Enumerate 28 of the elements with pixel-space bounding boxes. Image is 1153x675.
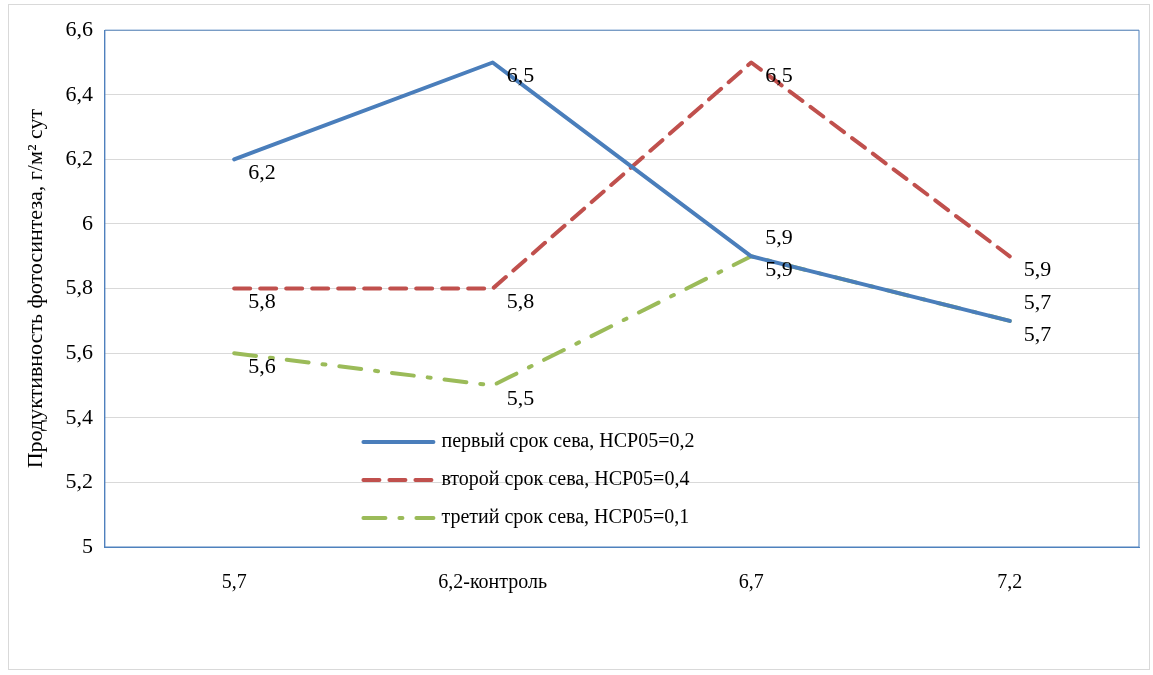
data-label: 5,7 <box>1023 288 1052 314</box>
y-axis-title: Продуктивность фотосинтеза, г/м² сут <box>21 108 47 469</box>
data-label: 5,9 <box>1023 256 1052 282</box>
y-tick-label: 5,6 <box>65 338 93 364</box>
data-label: 5,8 <box>506 288 535 314</box>
y-tick-label: 6,4 <box>65 80 93 106</box>
y-tick-label: 5,4 <box>65 403 93 429</box>
y-tick-label: 6,6 <box>65 15 93 41</box>
y-tick-label: 5 <box>81 532 93 558</box>
y-tick-label: 6,2 <box>65 145 93 171</box>
y-tick-label: 5,2 <box>65 468 93 494</box>
data-label: 5,5 <box>506 385 535 411</box>
x-tick-label: 6,7 <box>738 570 764 593</box>
legend-label: третий срок сева, НСР05=0,1 <box>441 505 690 529</box>
x-tick-label: 5,7 <box>221 570 247 593</box>
x-tick-label: 6,2-контроль <box>438 570 548 594</box>
data-label: 6,2 <box>248 159 276 185</box>
data-label: 6,5 <box>765 62 793 88</box>
data-label: 5,7 <box>1023 320 1052 346</box>
y-tick-label: 5,8 <box>65 274 93 300</box>
legend-label: первый срок сева, НСР05=0,2 <box>441 429 695 453</box>
x-tick-label: 7,2 <box>997 570 1023 593</box>
data-label: 5,9 <box>765 256 793 282</box>
legend-label: второй срок сева, НСР05=0,4 <box>441 467 690 491</box>
data-label: 5,8 <box>248 288 276 314</box>
data-label: 5,9 <box>765 224 793 250</box>
y-tick-label: 6 <box>81 209 93 235</box>
data-label: 5,6 <box>248 352 276 378</box>
